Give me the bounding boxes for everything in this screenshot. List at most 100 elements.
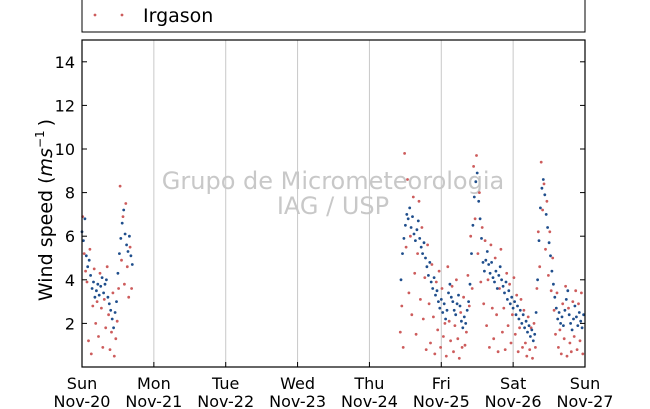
x-tick-label-date: Nov-27 — [557, 392, 614, 409]
data-point — [475, 154, 478, 157]
y-tick-label: 6 — [65, 227, 75, 246]
data-point — [465, 330, 468, 334]
plot-frame — [81, 39, 586, 368]
data-point — [436, 328, 440, 332]
data-point — [116, 271, 120, 275]
data-point — [94, 322, 98, 325]
data-point — [471, 223, 475, 227]
data-point — [582, 313, 585, 317]
data-point — [558, 328, 562, 332]
data-point — [561, 302, 565, 306]
watermark-line-2: IAG / USP — [277, 192, 389, 220]
data-point — [481, 261, 485, 264]
data-point — [519, 298, 523, 301]
y-tick-label: 8 — [65, 184, 75, 203]
data-point — [480, 237, 483, 240]
data-point — [89, 274, 92, 277]
data-point — [462, 295, 465, 299]
data-point — [500, 278, 503, 282]
data-point — [499, 247, 503, 251]
data-point — [412, 232, 416, 236]
data-point — [419, 245, 423, 249]
data-point — [540, 186, 544, 190]
data-point — [96, 282, 100, 286]
y-axis-label-close: ) — [35, 119, 57, 126]
data-point — [442, 302, 446, 306]
data-point — [401, 346, 405, 349]
data-point — [539, 160, 543, 164]
plot-area — [82, 40, 585, 367]
data-point — [449, 339, 452, 343]
data-point — [571, 300, 575, 303]
data-point — [495, 313, 498, 317]
data-point — [424, 348, 428, 351]
data-point — [107, 302, 111, 306]
data-point — [403, 152, 406, 155]
data-point — [475, 171, 479, 175]
data-point — [536, 278, 539, 282]
data-point — [422, 241, 426, 245]
data-point — [503, 348, 507, 351]
data-point — [476, 252, 480, 256]
data-point — [578, 339, 582, 343]
data-point — [111, 291, 115, 295]
data-point — [435, 289, 439, 293]
data-point — [449, 295, 453, 299]
data-point — [439, 346, 442, 349]
data-point — [544, 247, 547, 251]
data-point — [91, 304, 95, 308]
data-point — [523, 326, 526, 330]
data-point — [580, 291, 583, 295]
data-point — [427, 274, 430, 277]
data-point — [453, 324, 457, 327]
data-point — [89, 352, 93, 356]
data-point — [124, 202, 128, 205]
data-point — [431, 287, 435, 290]
data-point — [579, 319, 583, 323]
data-point — [418, 237, 422, 240]
data-point — [466, 274, 470, 277]
data-point — [411, 195, 415, 199]
data-point — [123, 232, 127, 236]
data-point — [546, 226, 549, 229]
data-point — [529, 326, 533, 330]
data-point — [413, 271, 417, 275]
data-point — [518, 326, 521, 330]
data-point — [442, 335, 445, 338]
legend-entry-irgason: Irgason — [143, 5, 213, 27]
y-axis-label: Wind speed (ms−1) — [33, 119, 57, 301]
data-point — [501, 330, 504, 334]
data-point — [490, 306, 494, 310]
data-point — [574, 289, 578, 293]
data-point — [424, 256, 427, 260]
data-point — [485, 250, 489, 253]
x-tick-label-date: Nov-26 — [485, 392, 542, 409]
data-point — [548, 230, 552, 234]
data-point — [547, 241, 551, 245]
x-tick-label-date: Nov-24 — [341, 392, 398, 409]
data-point — [469, 234, 473, 238]
data-point — [106, 295, 110, 299]
data-point — [99, 284, 103, 288]
data-point — [529, 335, 532, 338]
data-point — [120, 258, 123, 262]
data-point — [479, 280, 483, 284]
data-point — [420, 226, 424, 229]
data-point — [494, 269, 498, 273]
data-point — [432, 315, 435, 319]
data-point — [467, 300, 470, 303]
data-point — [416, 219, 420, 223]
data-point — [409, 234, 412, 238]
data-point — [460, 346, 464, 349]
data-point — [123, 282, 126, 286]
data-point — [510, 295, 514, 299]
data-point — [110, 330, 113, 334]
data-point — [564, 298, 568, 301]
data-point — [557, 311, 561, 314]
data-point — [398, 330, 402, 334]
data-point — [493, 280, 496, 284]
data-point — [115, 319, 119, 323]
data-point — [487, 263, 491, 266]
data-point — [464, 322, 468, 325]
